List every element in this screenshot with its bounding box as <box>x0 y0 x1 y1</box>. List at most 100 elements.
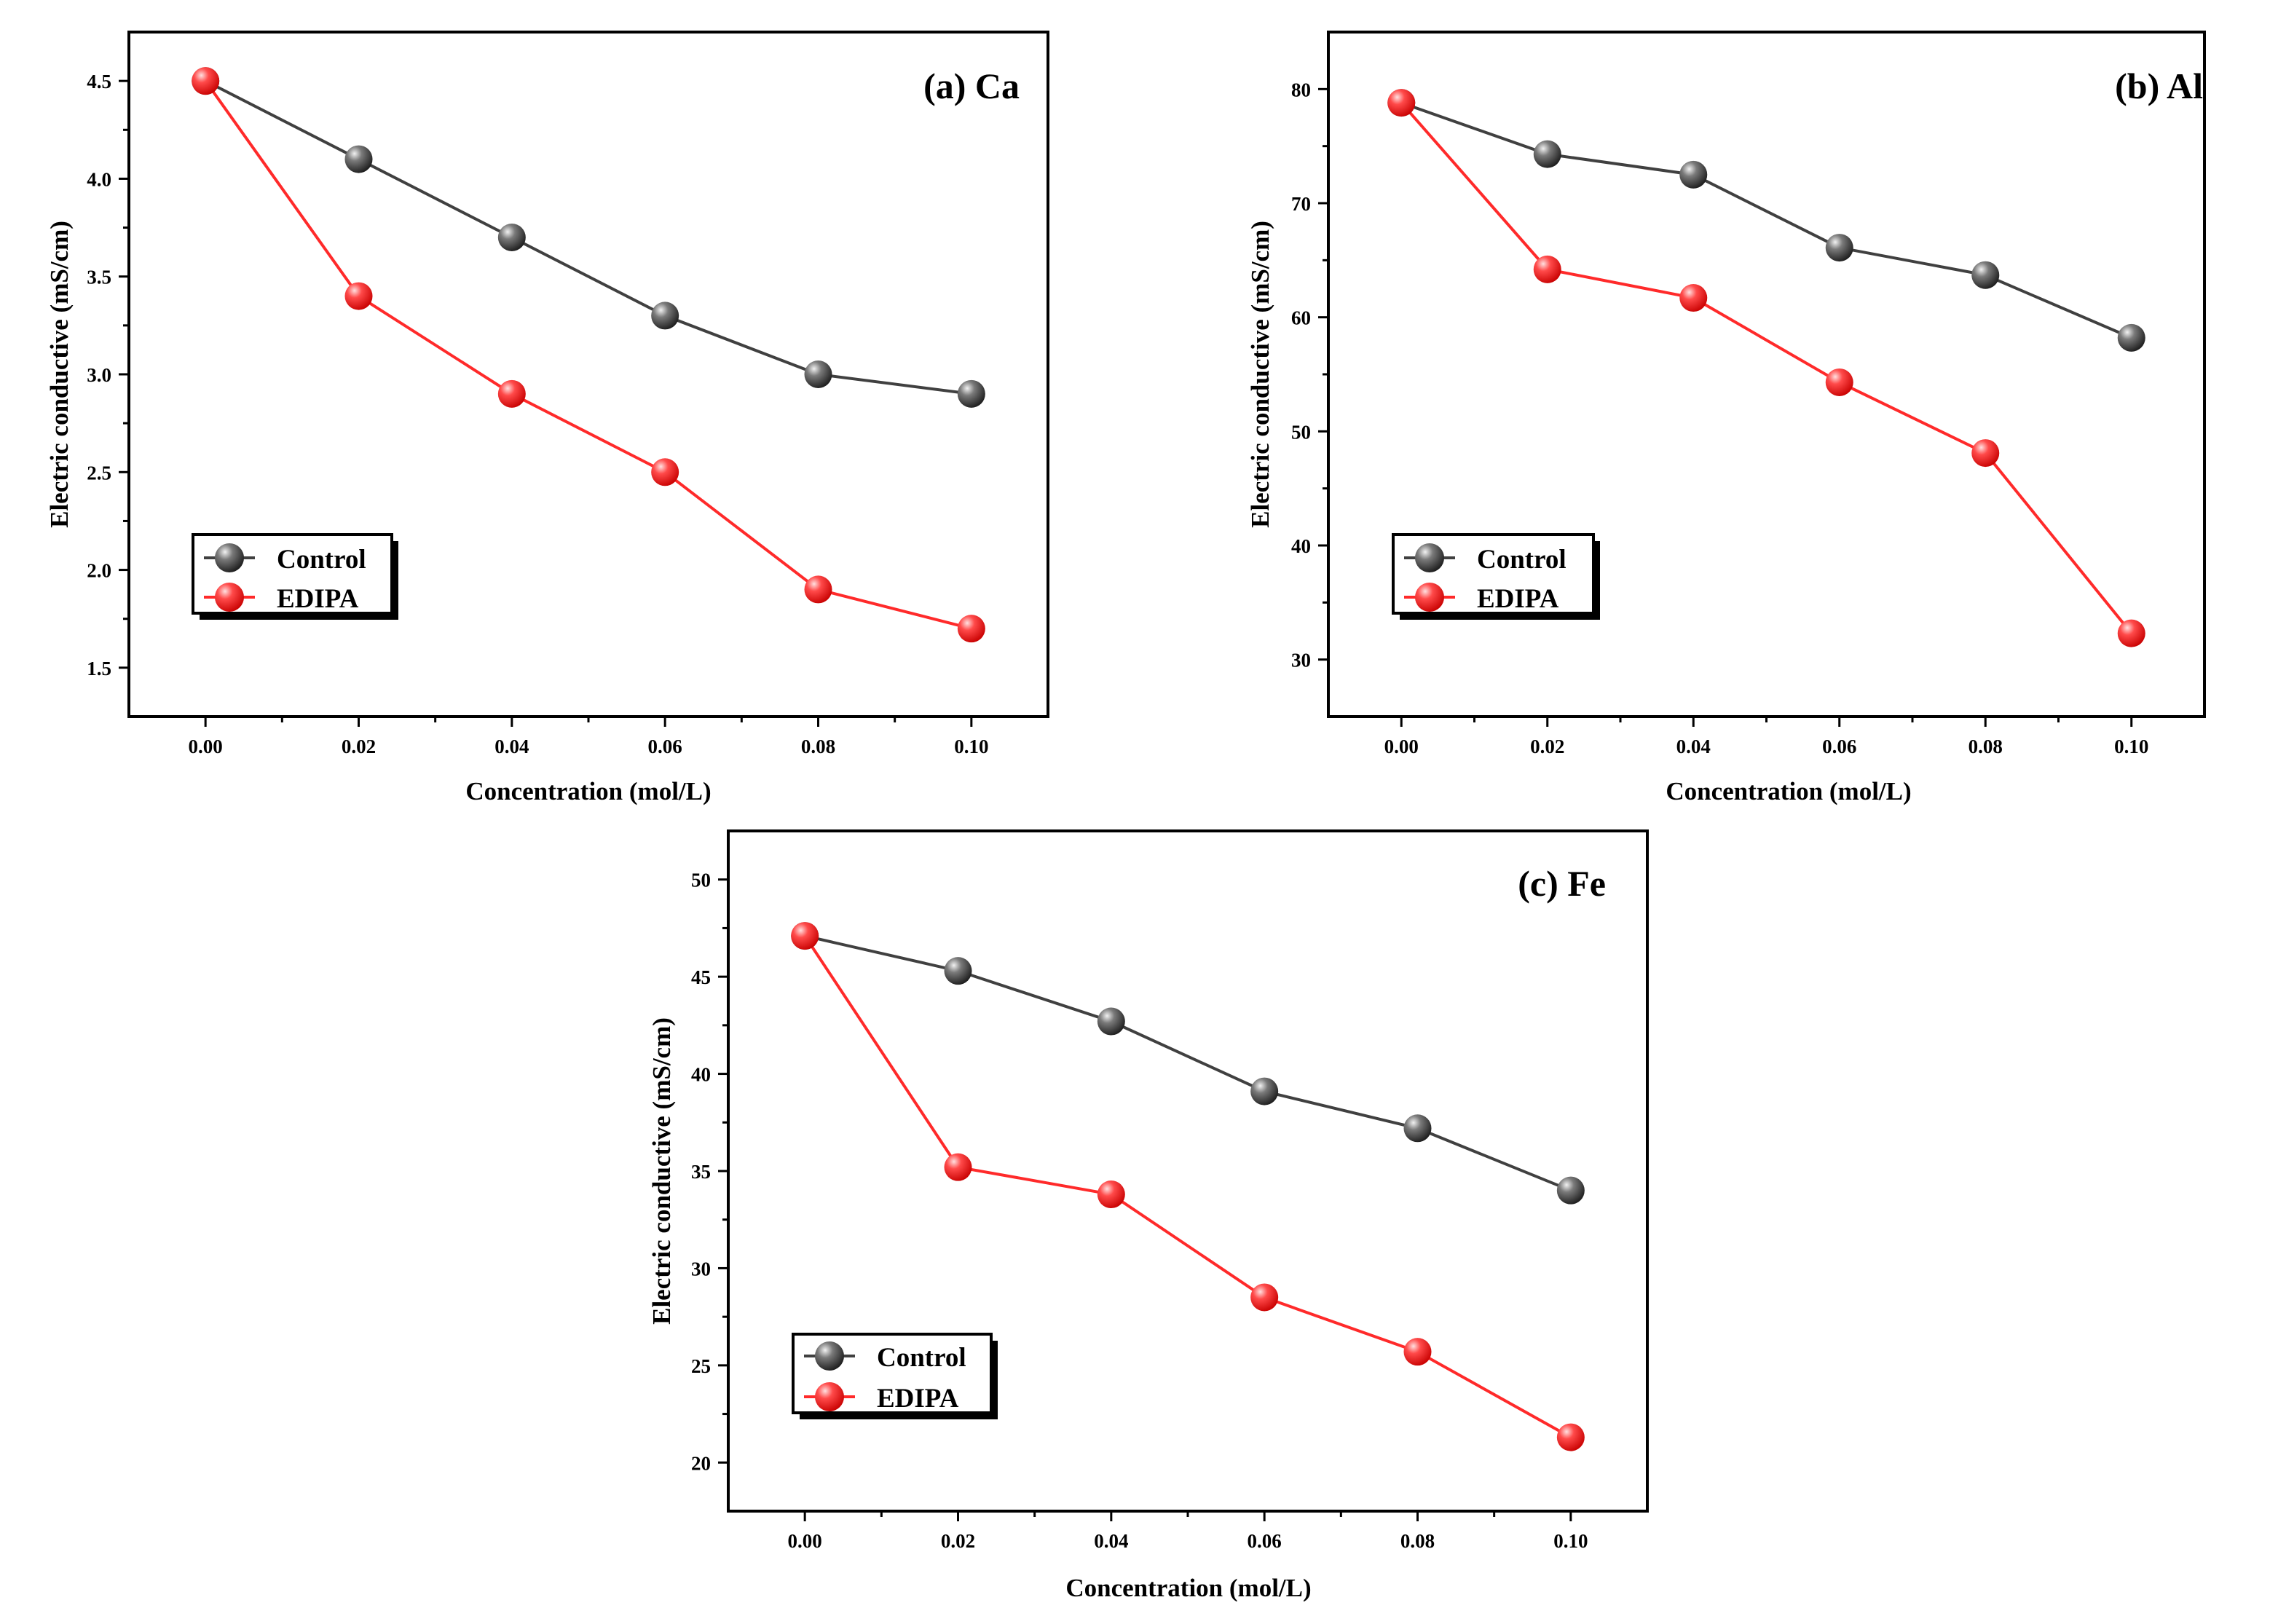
y-tick-label: 3.0 <box>87 364 111 386</box>
axes-ticks: 0.00 0.02 0.04 0.06 0.08 0.10 1.5 2.0 2.5 3.0 3.5 4… <box>87 71 988 757</box>
point-control <box>1533 140 1561 168</box>
series-lines <box>803 934 1572 1439</box>
point-edipa <box>957 615 985 643</box>
x-tick-label: 0.04 <box>1676 736 1711 757</box>
y-tick-label: 20 <box>691 1452 711 1474</box>
x-tick-label: 0.02 <box>342 736 376 757</box>
y-tick-label: 3.5 <box>87 267 111 288</box>
x-tick-label: 0.00 <box>788 1530 822 1552</box>
series-line-control <box>804 934 1572 1192</box>
y-tick-label: 35 <box>691 1161 711 1183</box>
x-tick-label: 0.06 <box>1248 1530 1282 1552</box>
x-tick-label: 0.04 <box>494 736 529 757</box>
x-tick-label: 0.00 <box>1384 736 1419 757</box>
legend-label-control: Control <box>277 545 366 575</box>
axes-ticks: 0.00 0.02 0.04 0.06 0.08 0.10 20 25 30 35 40 45 50 <box>691 870 1588 1552</box>
x-tick-label: 0.08 <box>801 736 835 757</box>
point-control <box>651 301 679 330</box>
point-control <box>344 145 373 173</box>
legend-marker-control <box>815 1341 844 1371</box>
point-edipa <box>1250 1283 1279 1312</box>
y-tick-label: 40 <box>691 1064 711 1086</box>
y-tick-label: 1.5 <box>87 658 111 679</box>
chart-title: (a) Ca <box>923 66 1020 106</box>
point-control <box>944 957 972 985</box>
panel-al: 0.00 0.02 0.04 0.06 0.08 0.10 30 40 50 60 70 80 (b)… <box>1246 31 2206 805</box>
y-tick-label: 45 <box>691 966 711 988</box>
legend: Control EDIPA <box>192 533 398 620</box>
y-tick-label: 4.0 <box>87 168 111 190</box>
point-control <box>1250 1077 1279 1105</box>
point-edipa <box>944 1153 972 1181</box>
point-edipa <box>344 282 373 310</box>
series-markers <box>192 67 985 643</box>
legend-label-control: Control <box>877 1343 966 1373</box>
legend-marker-edipa <box>215 583 244 612</box>
point-edipa <box>1403 1338 1432 1366</box>
x-tick-label: 0.06 <box>1822 736 1856 757</box>
x-tick-label: 0.10 <box>954 736 988 757</box>
legend-marker-control <box>215 543 244 572</box>
y-tick-label: 2.0 <box>87 560 111 582</box>
point-control <box>497 224 526 251</box>
point-edipa <box>1387 89 1416 117</box>
series-line-edipa <box>803 934 1572 1439</box>
y-axis-label: Electric conductive (mS/cm) <box>1246 221 1274 528</box>
point-edipa <box>1097 1180 1125 1209</box>
x-tick-label: 0.10 <box>2114 736 2148 757</box>
point-edipa <box>1533 255 1561 283</box>
point-edipa <box>804 575 832 604</box>
series-lines <box>204 79 972 631</box>
chart-title: (c) Fe <box>1518 863 1606 904</box>
x-tick-label: 0.10 <box>1553 1530 1588 1552</box>
legend-marker-edipa <box>815 1382 844 1411</box>
y-tick-label: 50 <box>691 870 711 891</box>
series-line-edipa <box>204 79 972 631</box>
y-tick-label: 50 <box>1291 421 1311 443</box>
x-axis-label: Concentration (mol/L) <box>465 777 711 805</box>
legend: Control EDIPA <box>1392 533 1600 620</box>
series-markers <box>1387 89 2145 647</box>
point-edipa <box>1825 368 1853 396</box>
point-edipa <box>1556 1423 1585 1451</box>
point-edipa <box>1971 439 2000 468</box>
y-axis-label: Electric conductive (mS/cm) <box>45 221 74 528</box>
y-tick-label: 2.5 <box>87 462 111 484</box>
legend-label-edipa: EDIPA <box>277 584 359 614</box>
y-tick-label: 30 <box>1291 650 1311 671</box>
legend-marker-control <box>1415 543 1444 572</box>
point-edipa <box>497 379 526 408</box>
point-control <box>1825 234 1853 262</box>
series-line-edipa <box>1400 101 2133 634</box>
x-tick-label: 0.08 <box>1968 736 2003 757</box>
point-edipa <box>192 67 220 95</box>
point-edipa <box>651 458 679 486</box>
point-edipa <box>2117 619 2145 647</box>
point-control <box>1556 1176 1585 1205</box>
x-tick-label: 0.04 <box>1094 1530 1128 1552</box>
x-tick-label: 0.02 <box>941 1530 975 1552</box>
panel-ca: 0.00 0.02 0.04 0.06 0.08 0.10 1.5 2.0 2.5 3.0 3.5 4… <box>45 31 1049 805</box>
series-line-control <box>205 79 972 395</box>
x-axis-label: Concentration (mol/L) <box>1666 777 1911 805</box>
y-tick-label: 70 <box>1291 193 1311 215</box>
y-tick-label: 4.5 <box>87 71 111 92</box>
legend-marker-edipa <box>1415 583 1444 612</box>
series-line-control <box>1400 101 2132 339</box>
series-lines <box>1400 101 2133 634</box>
point-control <box>1097 1007 1125 1036</box>
legend-label-control: Control <box>1477 545 1566 575</box>
y-tick-label: 80 <box>1291 79 1311 100</box>
x-tick-label: 0.08 <box>1400 1530 1435 1552</box>
point-control <box>1679 160 1708 189</box>
x-tick-label: 0.02 <box>1530 736 1564 757</box>
x-tick-label: 0.00 <box>189 736 223 757</box>
point-edipa <box>791 922 819 950</box>
point-control <box>2117 323 2145 352</box>
point-edipa <box>1679 284 1708 312</box>
legend-label-edipa: EDIPA <box>1477 584 1559 614</box>
y-tick-label: 40 <box>1291 535 1311 557</box>
y-tick-label: 25 <box>691 1355 711 1377</box>
point-control <box>1403 1114 1432 1143</box>
y-axis-label: Electric conductive (mS/cm) <box>647 1017 676 1325</box>
